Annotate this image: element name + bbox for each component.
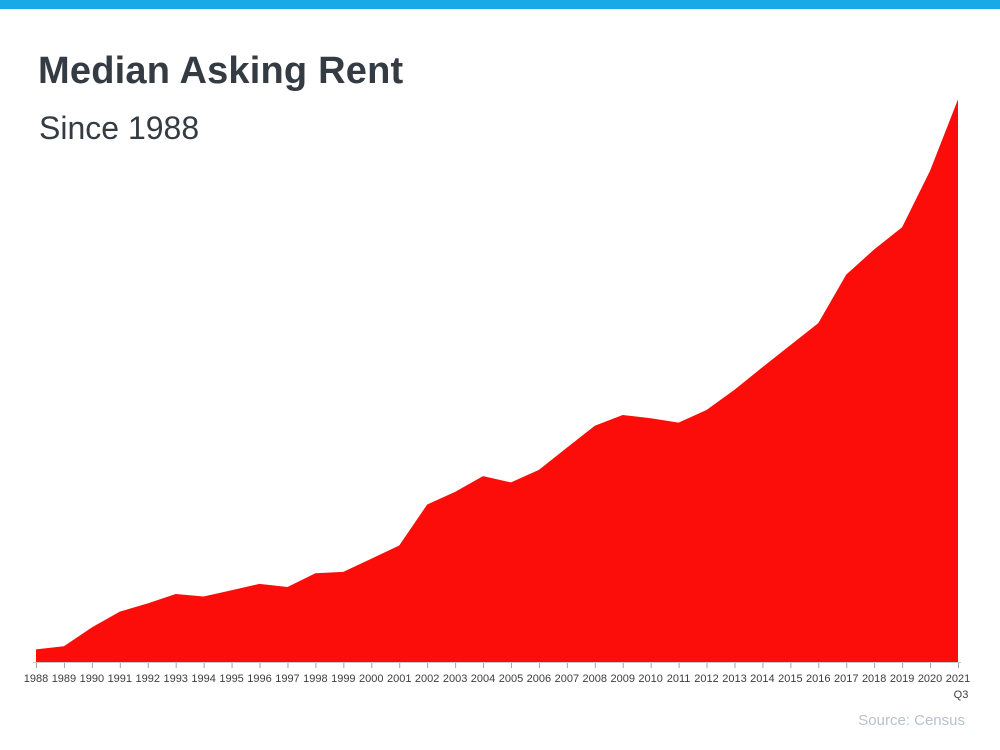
- x-axis-label: 2009: [610, 673, 634, 685]
- x-axis-label: 2002: [415, 673, 439, 685]
- x-axis-label: 1993: [163, 673, 187, 685]
- x-axis-label: 2015: [778, 673, 802, 685]
- x-axis-label: 1999: [331, 673, 355, 685]
- x-axis-label: 2020: [918, 673, 942, 685]
- x-axis-label: 2012: [694, 673, 718, 685]
- x-axis-label: 2018: [862, 673, 886, 685]
- x-axis-label: 1998: [303, 673, 327, 685]
- x-axis-label: 2016: [806, 673, 830, 685]
- x-axis-label: 1991: [108, 673, 132, 685]
- x-axis-label: 2004: [471, 673, 495, 685]
- x-axis-label: 2006: [527, 673, 551, 685]
- x-axis-label: 2000: [359, 673, 383, 685]
- top-accent-bar: [0, 0, 1000, 9]
- x-axis-label: 1996: [247, 673, 271, 685]
- source-credit: Source: Census: [858, 712, 965, 729]
- x-axis-label: 2007: [555, 673, 579, 685]
- x-axis-label: 1989: [52, 673, 76, 685]
- x-axis-label: 2011: [667, 673, 691, 685]
- x-axis-label: 2008: [583, 673, 607, 685]
- x-axis-label: 1994: [191, 673, 215, 685]
- x-axis-label: 1992: [136, 673, 160, 685]
- page-title: Median Asking Rent: [38, 50, 404, 92]
- x-axis-label: 2019: [890, 673, 914, 685]
- x-axis-label: 2013: [722, 673, 746, 685]
- x-axis-label: 2001: [387, 673, 411, 685]
- x-axis-label: 2017: [834, 673, 858, 685]
- x-axis-label: 1995: [219, 673, 243, 685]
- x-axis-label: 1988: [24, 673, 48, 685]
- x-axis-label: 2005: [499, 673, 523, 685]
- x-axis-label: 2014: [750, 673, 774, 685]
- page-subtitle: Since 1988: [39, 110, 200, 146]
- x-axis-sublabel-q3: Q3: [954, 689, 969, 701]
- x-axis-label: 1990: [80, 673, 104, 685]
- x-axis-label: 1997: [275, 673, 299, 685]
- rent-area-series: [36, 99, 958, 662]
- x-axis-label: 2010: [638, 673, 662, 685]
- x-axis-label: 2021: [946, 673, 970, 685]
- x-axis-label: 2003: [443, 673, 467, 685]
